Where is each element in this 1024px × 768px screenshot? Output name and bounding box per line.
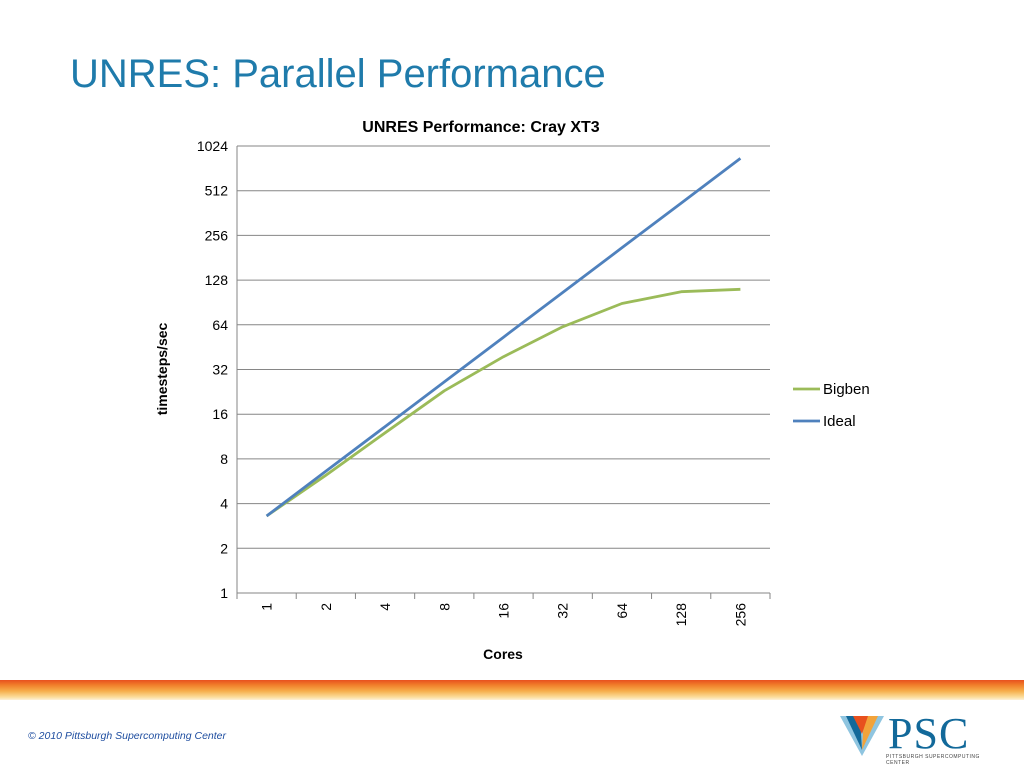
psc-logo-mark-icon — [840, 716, 884, 756]
x-axis-title: Cores — [483, 646, 523, 662]
y-tick-label: 512 — [205, 183, 229, 199]
y-tick-label: 4 — [220, 496, 228, 512]
series-lines — [265, 157, 742, 518]
y-tick-label: 8 — [220, 451, 228, 467]
chart: UNRES Performance: Cray XT3 124816326412… — [154, 119, 870, 662]
x-tick-label: 1 — [259, 603, 275, 611]
psc-logo: PSC PITTSBURGH SUPERCOMPUTING CENTER — [838, 708, 998, 766]
y-tick-label: 16 — [212, 406, 228, 422]
y-tick-label: 128 — [205, 272, 229, 288]
chart-title: UNRES Performance: Cray XT3 — [362, 119, 600, 136]
legend: Bigben Ideal — [793, 381, 870, 430]
psc-logo-text: PSC — [888, 709, 970, 758]
y-tick-labels: 1 2 4 8 16 32 64 128 256 512 1024 — [197, 138, 228, 601]
x-tick-label: 128 — [673, 603, 689, 627]
y-tick-label: 2 — [220, 540, 228, 556]
x-tick-label: 256 — [732, 603, 748, 627]
y-tick-label: 1 — [220, 585, 228, 601]
psc-logo-subtitle: PITTSBURGH SUPERCOMPUTING CENTER — [886, 754, 980, 766]
y-tick-label: 256 — [205, 227, 229, 243]
legend-label-ideal: Ideal — [823, 413, 856, 430]
x-tick-labels: 1 2 4 8 16 32 64 128 256 — [259, 603, 749, 627]
copyright-text: © 2010 Pittsburgh Supercomputing Center — [28, 730, 227, 742]
legend-label-bigben: Bigben — [823, 381, 870, 398]
gridlines — [236, 145, 771, 599]
x-tick-label: 64 — [614, 603, 630, 619]
slide-title: UNRES: Parallel Performance — [70, 52, 606, 96]
footer-gradient-band — [0, 680, 1024, 700]
x-tick-label: 4 — [377, 603, 393, 611]
x-tick-label: 16 — [496, 603, 512, 619]
y-tick-label: 1024 — [197, 138, 228, 154]
x-tick-label: 8 — [436, 603, 452, 611]
x-tick-label: 32 — [555, 603, 571, 619]
y-axis-title: timesteps/sec — [154, 322, 170, 415]
y-tick-label: 32 — [212, 362, 228, 378]
series-line-bigben — [265, 287, 741, 518]
x-tick-label: 2 — [318, 603, 334, 611]
series-line-ideal — [265, 157, 742, 518]
y-tick-label: 64 — [212, 317, 228, 333]
